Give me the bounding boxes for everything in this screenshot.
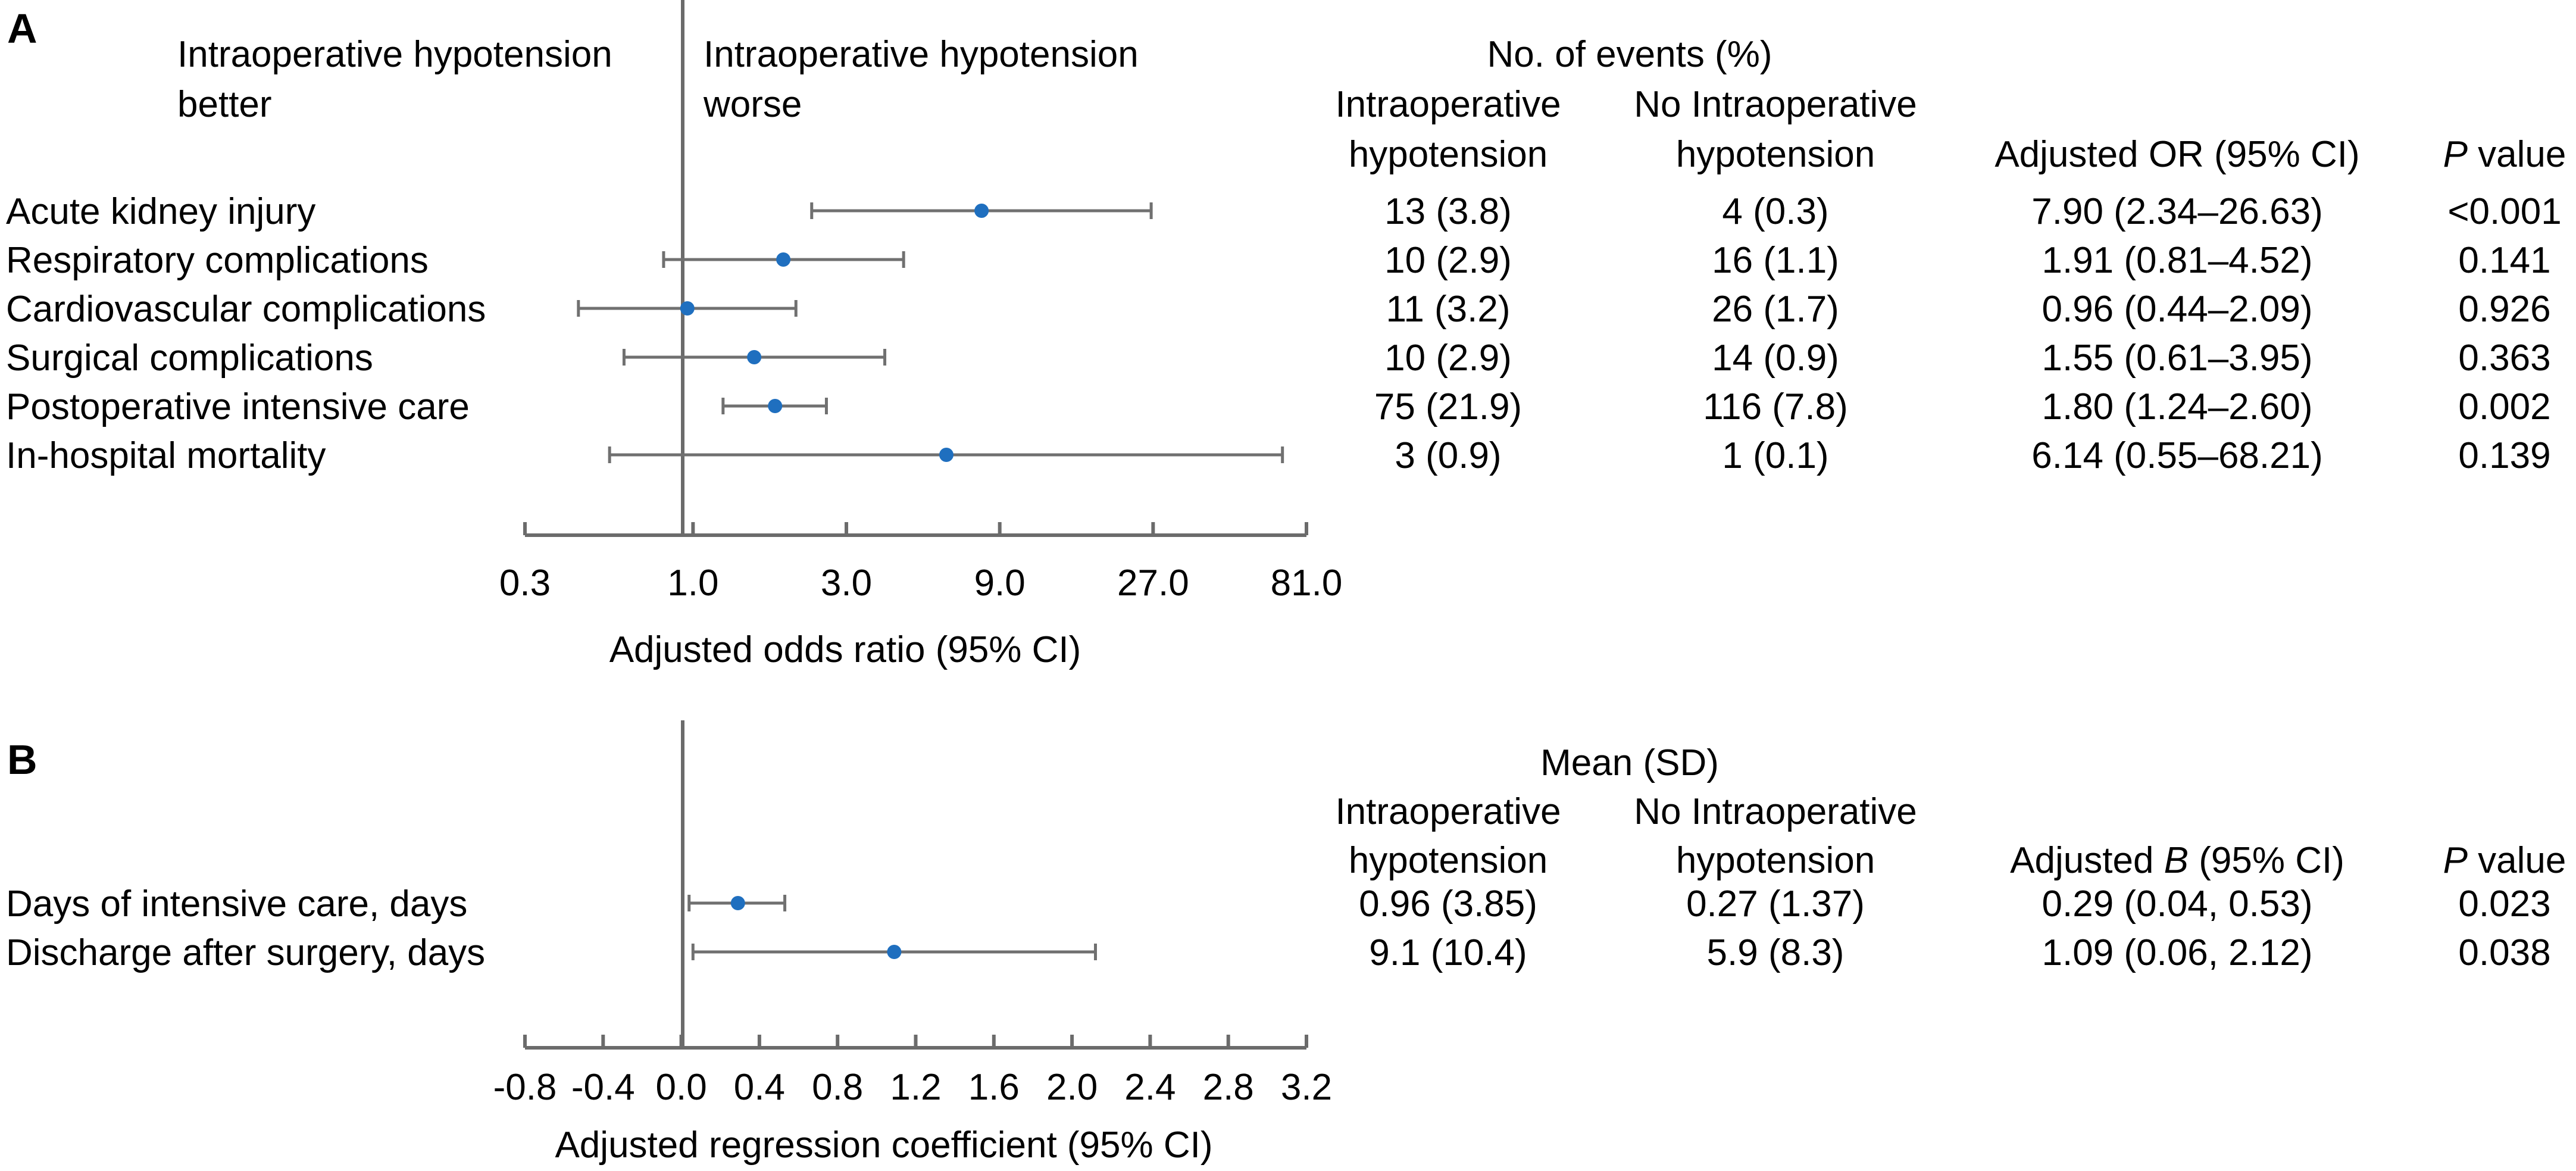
outcome-label: In-hospital mortality: [6, 435, 326, 476]
point-estimate: [887, 945, 902, 959]
panel-a-plot: 0.3 1.0 3.0 9.0 27.0 81.0: [499, 0, 1342, 604]
estimate-ci-text: 1.09 (0.06, 2.12): [2042, 932, 2313, 973]
x-tick-label: 3.2: [1281, 1067, 1332, 1108]
col-p-header-b: P value: [2443, 840, 2566, 881]
panel-b-plot: -0.8 -0.4 0.0 0.4 0.8 1.2 1.6 2.0 2.4 2.8 3.2: [493, 720, 1332, 1108]
io-value: 13 (3.8): [1384, 191, 1512, 232]
p-value: 0.038: [2458, 932, 2550, 973]
outcome-label: Days of intensive care, days: [6, 883, 467, 925]
outcome-label: Acute kidney injury: [6, 191, 315, 232]
no-io-value: 0.27 (1.37): [1686, 883, 1865, 925]
io-value: 10 (2.9): [1384, 240, 1512, 281]
x-tick-label: 81.0: [1271, 563, 1343, 604]
io-value: 75 (21.9): [1374, 386, 1522, 427]
outcome-label: Discharge after surgery, days: [6, 932, 485, 973]
estimate-ci-text: 7.90 (2.34–26.63): [2031, 191, 2323, 232]
x-tick-label: 0.0: [655, 1067, 706, 1108]
x-tick-label: 9.0: [974, 563, 1026, 604]
point-estimate: [768, 399, 783, 413]
p-value: 0.363: [2458, 338, 2550, 379]
col-no-line1-a: No Intraoperative: [1634, 84, 1917, 125]
mean-header: Mean (SD): [1540, 742, 1719, 783]
no-io-value: 16 (1.1): [1712, 240, 1839, 281]
p-value: 0.141: [2458, 240, 2550, 281]
outcome-label: Cardiovascular complications: [6, 289, 486, 330]
p-value: 0.926: [2458, 289, 2550, 330]
point-estimate: [974, 204, 989, 218]
panel-a-rows: Acute kidney injury 13 (3.8) 4 (0.3) 7.90 (…: [6, 191, 2562, 476]
io-value: 0.96 (3.85): [1359, 883, 1537, 925]
point-estimate: [747, 350, 762, 364]
col-io-line1-a: Intraoperative: [1335, 84, 1561, 125]
col-no-line2-a: hypotension: [1676, 134, 1875, 175]
col-io-line2-a: hypotension: [1349, 134, 1548, 175]
estimate-ci-text: 6.14 (0.55–68.21): [2031, 435, 2323, 476]
outcome-label: Postoperative intensive care: [6, 386, 470, 427]
p-value: <0.001: [2447, 191, 2561, 232]
no-io-value: 4 (0.3): [1722, 191, 1828, 232]
x-tick-label: 2.0: [1046, 1067, 1098, 1108]
panel-b-rows: Days of intensive care, days 0.96 (3.85) 0…: [6, 883, 2551, 973]
estimate-ci-text: 1.91 (0.81–4.52): [2042, 240, 2312, 281]
x-axis-label-b: Adjusted regression coefficient (95% CI): [555, 1125, 1212, 1166]
io-value: 3 (0.9): [1395, 435, 1501, 476]
col-no-line2-b: hypotension: [1676, 840, 1875, 881]
x-tick-label: 1.2: [890, 1067, 941, 1108]
x-axis-label-a: Adjusted odds ratio (95% CI): [609, 629, 1081, 670]
point-estimate: [680, 301, 695, 316]
point-estimate: [730, 896, 745, 910]
io-value: 11 (3.2): [1386, 289, 1510, 330]
no-io-value: 116 (7.8): [1703, 386, 1848, 427]
outcome-label: Surgical complications: [6, 338, 373, 379]
estimate-ci-text: 1.80 (1.24–2.60): [2042, 386, 2312, 427]
outcome-label: Respiratory complications: [6, 240, 429, 281]
x-tick-label: 0.3: [499, 563, 551, 604]
estimate-ci-text: 0.96 (0.44–2.09): [2042, 289, 2312, 330]
x-tick-label: -0.8: [493, 1067, 557, 1108]
estimate-ci-text: 0.29 (0.04, 0.53): [2042, 883, 2313, 925]
p-value: 0.002: [2458, 386, 2550, 427]
no-io-value: 14 (0.9): [1712, 338, 1839, 379]
no-io-value: 5.9 (8.3): [1707, 932, 1845, 973]
x-tick-label: 2.8: [1203, 1067, 1254, 1108]
col-io-line2-b: hypotension: [1349, 840, 1548, 881]
x-tick-label: 1.6: [968, 1067, 1020, 1108]
col-est-header-a: Adjusted OR (95% CI): [1994, 134, 2359, 175]
col-est-header-b: Adjusted B (95% CI): [2010, 840, 2344, 881]
x-tick-label: 3.0: [821, 563, 872, 604]
x-tick-label: 2.4: [1124, 1067, 1176, 1108]
no-io-value: 1 (0.1): [1722, 435, 1828, 476]
no-io-value: 26 (1.7): [1712, 289, 1839, 330]
point-estimate: [776, 252, 791, 267]
panel-b-letter: B: [7, 736, 37, 783]
p-value: 0.023: [2458, 883, 2550, 925]
x-tick-label: 0.4: [734, 1067, 785, 1108]
worse-label-line1: Intraoperative hypotension: [704, 34, 1139, 75]
point-estimate: [939, 448, 954, 462]
x-tick-label: 27.0: [1117, 563, 1189, 604]
col-no-line1-b: No Intraoperative: [1634, 791, 1917, 832]
x-tick-label: 1.0: [667, 563, 718, 604]
better-label-line1: Intraoperative hypotension: [177, 34, 612, 75]
x-tick-label: -0.4: [571, 1067, 635, 1108]
io-value: 9.1 (10.4): [1369, 932, 1527, 973]
better-label-line2: better: [177, 84, 272, 125]
p-value: 0.139: [2458, 435, 2550, 476]
worse-label-line2: worse: [703, 84, 802, 125]
io-value: 10 (2.9): [1384, 338, 1512, 379]
events-header: No. of events (%): [1487, 34, 1772, 75]
panel-a-letter: A: [7, 5, 37, 52]
col-io-line1-b: Intraoperative: [1335, 791, 1561, 832]
col-p-header-a: P value: [2443, 134, 2566, 175]
estimate-ci-text: 1.55 (0.61–3.95): [2042, 338, 2312, 379]
x-tick-label: 0.8: [812, 1067, 863, 1108]
